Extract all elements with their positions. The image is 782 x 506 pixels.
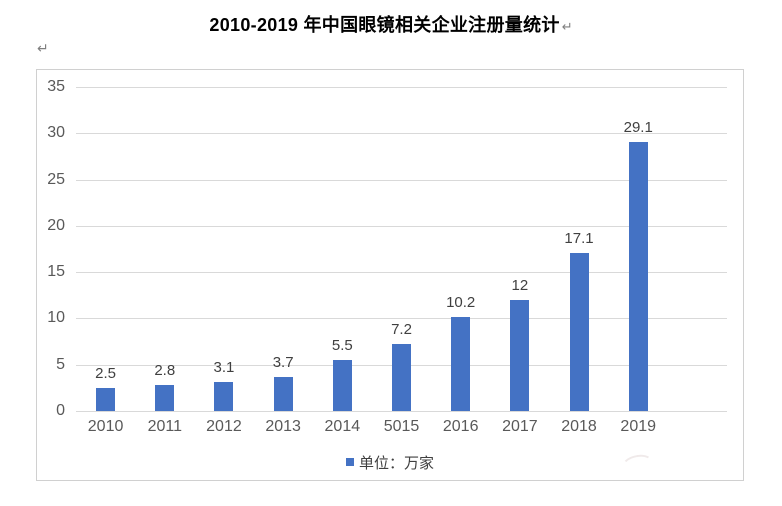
- x-tick-2013: 2013: [265, 418, 301, 435]
- y-tick-5: 5: [56, 355, 65, 373]
- value-label-5015: 7.2: [391, 321, 412, 339]
- value-label-2012: 3.1: [213, 359, 235, 377]
- value-label-2014: 5.5: [331, 337, 353, 355]
- x-tick-5015: 5015: [383, 418, 420, 435]
- paragraph-mark-icon: ↵: [37, 40, 49, 56]
- chart-legend: 单位：万家: [37, 453, 743, 472]
- y-tick-30: 30: [47, 124, 65, 142]
- paragraph-mark-icon: ↵: [561, 19, 573, 34]
- x-tick-2010: 2010: [87, 418, 124, 435]
- value-label-2019: 29.1: [623, 118, 653, 136]
- x-tick-2018: 2018: [561, 418, 597, 435]
- gridline-0: [76, 411, 727, 412]
- legend-label: 单位：万家: [358, 454, 434, 472]
- y-tick-35: 35: [47, 78, 65, 95]
- gridline-20: [76, 225, 727, 227]
- bar-2016: [451, 316, 471, 411]
- gridline-10: [76, 318, 727, 320]
- bar-2012: [214, 382, 234, 411]
- x-tick-2017: 2017: [502, 418, 538, 435]
- bar-2010: [96, 387, 116, 411]
- value-label-2010: 2.5: [95, 364, 116, 382]
- y-tick-10: 10: [47, 309, 65, 327]
- x-tick-2012: 2012: [206, 418, 242, 435]
- y-tick-25: 25: [47, 170, 65, 188]
- value-label-2013: 3.7: [272, 353, 294, 371]
- y-tick-0: 0: [56, 402, 65, 419]
- y-tick-20: 20: [47, 216, 65, 234]
- gridline-25: [76, 179, 727, 181]
- chart-title: 2010-2019 年中国眼镜相关企业注册量统计 ↵: [0, 11, 782, 37]
- x-tick-2011: 2011: [147, 418, 182, 435]
- x-tick-2014: 2014: [324, 418, 361, 435]
- bar-2013: [273, 376, 293, 411]
- value-label-2011: 2.8: [154, 362, 176, 380]
- bar-chart[interactable]: 0 5 10 15 20 25 30 35 2.5 2.8 3.1 3.7 5.5 7.2 10.2 12 1…: [36, 69, 744, 481]
- bar-5015: [392, 344, 411, 411]
- bar-2019: [628, 141, 648, 411]
- bar-2014: [332, 360, 352, 411]
- x-tick-2016: 2016: [442, 418, 479, 435]
- x-tick-2019: 2019: [620, 418, 657, 435]
- bar-2018: [569, 252, 589, 411]
- chart-title-text: 2010-2019 年中国眼镜相关企业注册量统计: [209, 15, 560, 35]
- y-tick-15: 15: [47, 263, 65, 281]
- gridline-30: [76, 133, 727, 135]
- legend-marker-icon: [345, 458, 354, 466]
- gridline-35: [76, 87, 727, 88]
- bar-2011: [155, 385, 175, 411]
- bar-2017: [510, 299, 530, 411]
- value-label-2018: 17.1: [564, 229, 594, 247]
- value-label-2016: 10.2: [446, 293, 476, 311]
- gridline-15: [76, 272, 727, 274]
- value-label-2017: 12: [511, 276, 529, 294]
